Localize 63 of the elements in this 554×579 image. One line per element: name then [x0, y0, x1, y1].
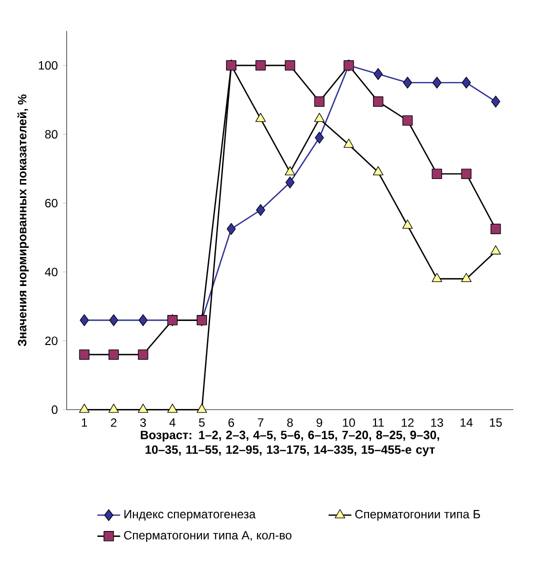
point	[314, 112, 325, 122]
point	[372, 166, 384, 176]
point	[255, 112, 266, 122]
x-tick-label: 5	[198, 418, 205, 427]
point	[167, 404, 178, 413]
x-tick-label: 4	[169, 418, 176, 427]
point	[284, 166, 296, 176]
point	[138, 314, 148, 326]
point	[432, 168, 442, 179]
point	[108, 404, 119, 413]
point	[462, 76, 471, 89]
x-tick-label: 6	[228, 418, 234, 427]
point	[374, 68, 383, 80]
point	[461, 272, 472, 282]
x-tick-label: 3	[140, 418, 146, 427]
point	[314, 132, 324, 144]
y-tick-label: 80	[45, 130, 58, 139]
point	[402, 220, 413, 229]
x-tick-label: 14	[460, 418, 473, 427]
point	[226, 223, 236, 235]
point	[79, 349, 90, 360]
x-tick-label: 12	[402, 418, 414, 427]
point	[80, 314, 89, 326]
y-tick-label: 0	[52, 405, 58, 414]
point	[490, 224, 501, 234]
x-tick-label: 11	[372, 418, 384, 427]
point	[284, 60, 296, 71]
point	[373, 96, 384, 107]
x-tick-label: 10	[343, 418, 355, 427]
x-tick-label: 13	[431, 418, 444, 427]
point	[196, 404, 208, 413]
y-tick-label: 40	[44, 268, 58, 276]
legend-label: Сперматогонии типа А, кол-во	[124, 530, 292, 542]
point	[79, 404, 90, 413]
point	[285, 176, 295, 188]
x-tick-label: 8	[287, 418, 293, 427]
point	[314, 96, 325, 107]
point	[138, 349, 148, 360]
y-tick-label: 20	[45, 336, 58, 346]
point	[109, 314, 118, 326]
x-tick-label: 1	[82, 418, 88, 427]
point	[403, 76, 412, 89]
y-axis-title: Значения нормированных показателей, %	[17, 94, 29, 346]
point	[461, 168, 472, 179]
point	[108, 349, 119, 360]
point	[490, 245, 501, 254]
x-axis-title: Возраст: 1–2, 2–3, 4–5, 5–6, 6–15, 7–20, 8–25, 9–30, 10–35, 11–55, 12–95, 13–175, 14–335, 15–455-е сут	[140, 430, 440, 456]
x-tick-label: 9	[316, 418, 322, 427]
y-tick-label: 100	[38, 61, 58, 70]
point	[432, 76, 442, 89]
point	[138, 404, 148, 413]
point	[256, 204, 266, 216]
point	[255, 60, 266, 71]
point	[402, 115, 413, 126]
x-tick-label: 7	[258, 418, 264, 427]
x-tick-label: 15	[490, 418, 502, 427]
point	[344, 138, 354, 148]
x-tick-label: 2	[110, 418, 116, 427]
legend-label: Индекс сперматогенеза	[124, 510, 256, 521]
y-tick-label: 60	[45, 198, 58, 208]
legend-label: Сперматогонии типа Б	[355, 510, 480, 521]
point	[432, 272, 442, 282]
point	[491, 96, 500, 108]
